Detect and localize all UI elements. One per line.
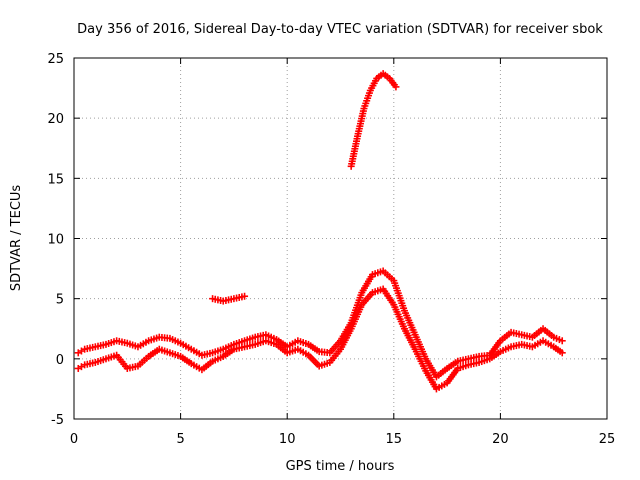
point-main-track-upper	[558, 337, 566, 345]
chart-title: Day 356 of 2016, Sidereal Day-to-day VTE…	[77, 22, 603, 37]
axis-ticks: 0 5 10 15 20 25 -5 0 5 10 15 20 25	[47, 52, 615, 447]
point-main-track-lower	[558, 349, 566, 357]
y-tick-label: 5	[56, 293, 64, 308]
point-short-arc	[241, 292, 249, 300]
x-tick-label: 10	[279, 432, 296, 447]
grid	[74, 58, 607, 419]
x-tick-label: 25	[599, 432, 616, 447]
y-axis-label: SDTVAR / TECUs	[9, 185, 24, 292]
x-axis-label: GPS time / hours	[286, 459, 395, 474]
y-tick-label: 15	[47, 172, 64, 187]
point-high-arc	[392, 83, 400, 91]
y-tick-label: 0	[56, 353, 64, 368]
y-tick-label: 25	[47, 52, 64, 67]
y-tick-label: 20	[47, 112, 64, 127]
data-points	[74, 70, 566, 393]
x-tick-label: 5	[176, 432, 184, 447]
y-tick-label: 10	[47, 233, 64, 248]
x-tick-label: 15	[386, 432, 403, 447]
plot-frame	[73, 57, 608, 420]
y-tick-label: -5	[51, 413, 64, 428]
x-tick-label: 0	[70, 432, 78, 447]
x-tick-label: 20	[492, 432, 509, 447]
